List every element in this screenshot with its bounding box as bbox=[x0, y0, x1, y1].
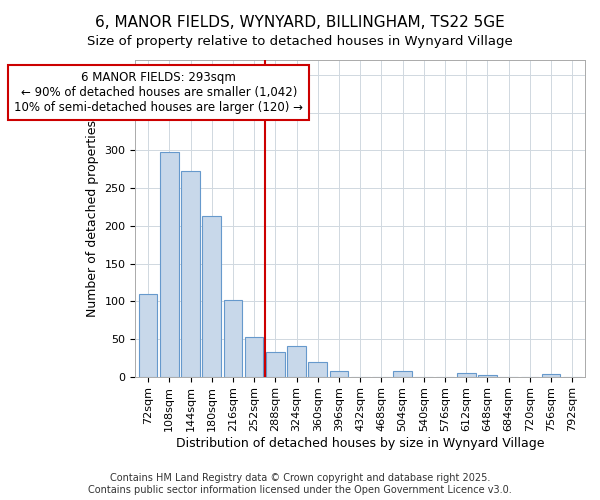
Bar bbox=[139, 294, 157, 376]
Bar bbox=[245, 338, 263, 376]
Bar bbox=[542, 374, 560, 376]
Bar bbox=[224, 300, 242, 376]
Bar bbox=[393, 370, 412, 376]
Text: 6, MANOR FIELDS, WYNYARD, BILLINGHAM, TS22 5GE: 6, MANOR FIELDS, WYNYARD, BILLINGHAM, TS… bbox=[95, 15, 505, 30]
Text: 6 MANOR FIELDS: 293sqm
← 90% of detached houses are smaller (1,042)
10% of semi-: 6 MANOR FIELDS: 293sqm ← 90% of detached… bbox=[14, 72, 303, 114]
Bar bbox=[202, 216, 221, 376]
Bar bbox=[287, 346, 306, 376]
X-axis label: Distribution of detached houses by size in Wynyard Village: Distribution of detached houses by size … bbox=[176, 437, 544, 450]
Y-axis label: Number of detached properties: Number of detached properties bbox=[86, 120, 99, 317]
Text: Contains HM Land Registry data © Crown copyright and database right 2025.
Contai: Contains HM Land Registry data © Crown c… bbox=[88, 474, 512, 495]
Bar bbox=[308, 362, 327, 376]
Bar bbox=[266, 352, 284, 376]
Text: Size of property relative to detached houses in Wynyard Village: Size of property relative to detached ho… bbox=[87, 35, 513, 48]
Bar bbox=[457, 373, 476, 376]
Bar bbox=[478, 375, 497, 376]
Bar bbox=[329, 370, 349, 376]
Bar bbox=[160, 152, 179, 376]
Bar bbox=[181, 171, 200, 376]
